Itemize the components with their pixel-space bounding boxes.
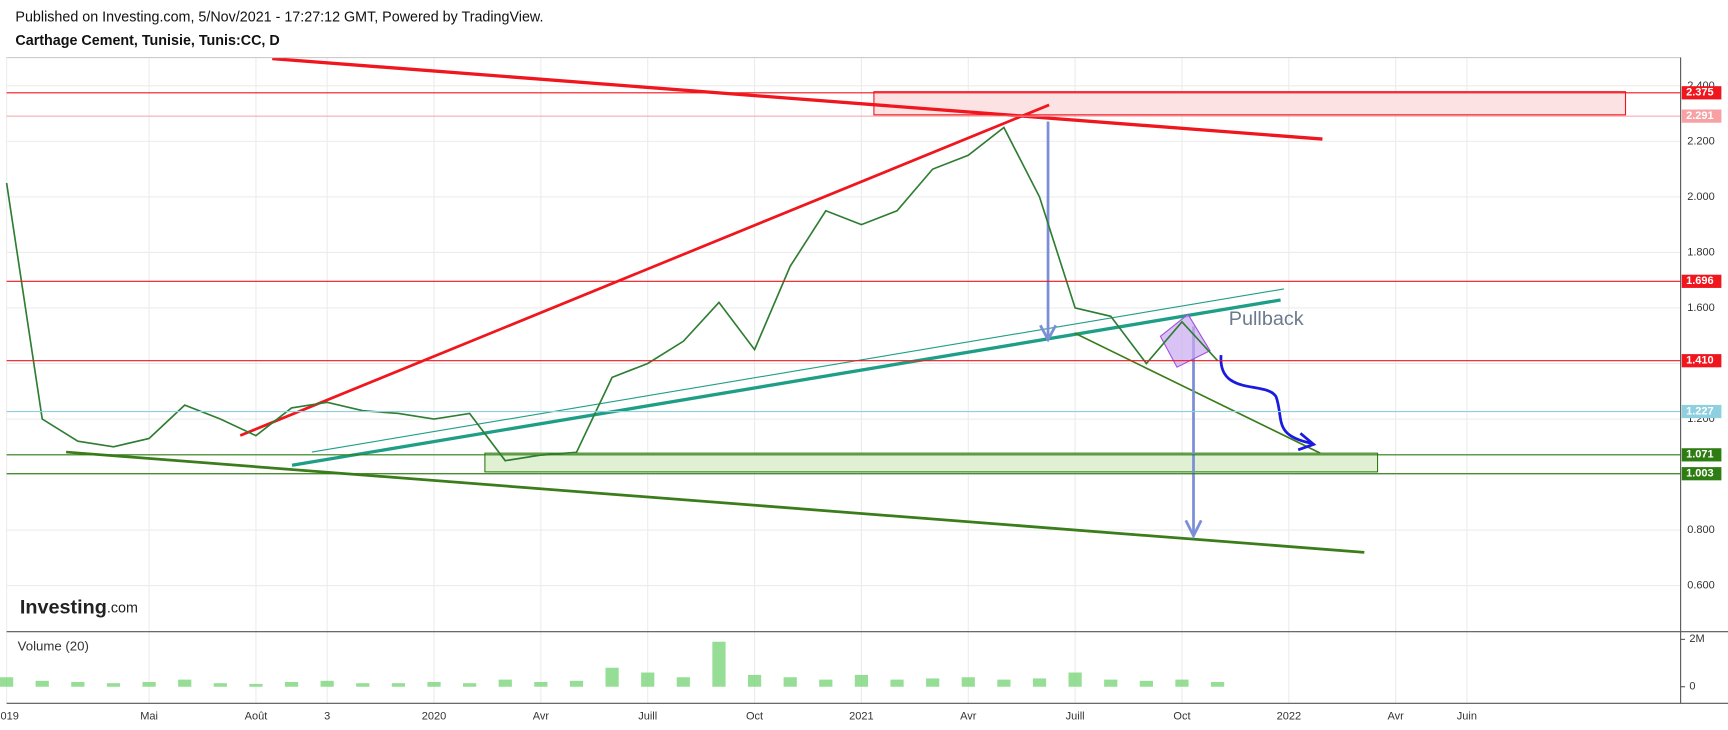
y-tick-label: 1.800	[1687, 246, 1715, 258]
x-tick-label: Avr	[1388, 710, 1405, 722]
volume-bar	[1104, 679, 1118, 687]
x-tick-label: 2019	[0, 710, 19, 722]
level-badge	[1681, 109, 1722, 123]
level-badge	[1681, 404, 1722, 419]
level-label: 1.696	[1686, 275, 1714, 287]
x-tick-label: Juill	[638, 710, 657, 722]
volume-bar	[178, 679, 192, 687]
volume-bar	[819, 679, 833, 687]
symbol-title: Carthage Cement, Tunisie, Tunis:CC, D	[15, 33, 279, 49]
x-tick-label: Juill	[1066, 710, 1085, 722]
volume-bar	[534, 682, 548, 687]
y-tick-label: 0.800	[1687, 524, 1715, 536]
trendline	[66, 450, 1365, 554]
level-label: 2.291	[1686, 110, 1714, 122]
volume-bar	[1139, 680, 1153, 687]
x-tick-label: Avr	[960, 710, 977, 722]
level-badge	[1681, 86, 1722, 100]
arrowhead	[1039, 324, 1057, 343]
logo-text: Investing	[20, 597, 107, 619]
logo: Investing.com	[20, 597, 138, 619]
y-tick-label: 2.000	[1687, 191, 1715, 203]
volume-bar	[926, 678, 940, 687]
y-tick-label: 2M	[1689, 633, 1704, 645]
volume-bar	[106, 683, 121, 687]
volume-bar	[1032, 678, 1047, 687]
level-label: 1.227	[1686, 405, 1714, 417]
volume-title: Volume (20)	[18, 639, 89, 654]
volume-bar	[641, 672, 655, 687]
level-label: 2.375	[1686, 87, 1714, 99]
x-tick-label: 2020	[422, 710, 447, 722]
x-tick-label: Avr	[533, 710, 550, 722]
y-tick-label: 0.600	[1687, 580, 1715, 592]
y-tick-label: 1.600	[1687, 302, 1715, 314]
x-tick-label: Août	[245, 710, 268, 722]
x-tick-label: Oct	[1173, 710, 1190, 722]
level-label: 1.071	[1686, 449, 1714, 461]
logo-suffix: .com	[107, 600, 138, 616]
volume-bar	[213, 683, 227, 687]
volume-bar	[997, 679, 1011, 687]
volume-bar	[320, 680, 334, 687]
trendline	[311, 288, 1284, 453]
y-tick-label: 0	[1689, 681, 1695, 693]
x-tick-label: 3	[324, 710, 330, 722]
volume-bar	[1068, 672, 1082, 687]
support-zone	[484, 452, 1379, 473]
volume-bar	[463, 683, 477, 687]
resistance-zone	[873, 91, 1627, 116]
level-badge	[1681, 467, 1722, 481]
arrowhead	[1184, 519, 1203, 539]
projection	[1219, 354, 1312, 445]
level-badge	[1681, 448, 1722, 462]
volume-bar	[605, 667, 619, 687]
x-tick-label: 2021	[849, 710, 874, 722]
volume-bar	[1175, 679, 1189, 687]
trendline	[1074, 332, 1321, 454]
volume-bar	[712, 641, 726, 687]
y-tick-label: 2.200	[1687, 135, 1715, 147]
volume-bar	[854, 674, 869, 687]
x-tick-label: 2022	[1277, 710, 1302, 722]
drawings	[66, 56, 1627, 554]
volume-bar	[0, 677, 14, 687]
volume-bar	[284, 682, 299, 687]
volume-bar	[676, 677, 690, 687]
volume-bar	[498, 679, 512, 687]
price-line	[5, 126, 1219, 462]
annotation: Pullback	[1229, 308, 1304, 330]
volume-bar	[35, 680, 49, 687]
volume-bar	[961, 677, 975, 687]
volume-bar	[391, 683, 406, 687]
x-tick-label: Mai	[140, 710, 158, 722]
grid	[6, 57, 1681, 704]
level-label: 1.410	[1686, 355, 1714, 367]
arrowhead	[1297, 432, 1317, 452]
volume-bar	[1210, 682, 1225, 687]
volume-bar	[356, 683, 370, 687]
flag	[1159, 313, 1211, 368]
volume-bar	[747, 674, 762, 687]
volume-bar	[890, 679, 904, 687]
x-tick-label: Oct	[746, 710, 763, 722]
level-badge	[1681, 274, 1722, 288]
x-tick-label: Juin	[1457, 710, 1477, 722]
level-label: 1.003	[1686, 468, 1714, 480]
volume-bar	[142, 682, 156, 687]
volume-bar	[427, 682, 441, 687]
volume-bar	[569, 680, 584, 687]
volume-bar	[783, 677, 797, 687]
volume-bar	[71, 682, 85, 687]
trendline	[272, 56, 1323, 141]
volume-bar	[249, 683, 263, 687]
trendline	[291, 298, 1281, 467]
plot	[0, 92, 1681, 687]
trendline	[239, 103, 1050, 437]
level-badge	[1681, 354, 1722, 368]
published-note: Published on Investing.com, 5/Nov/2021 -…	[15, 10, 543, 26]
